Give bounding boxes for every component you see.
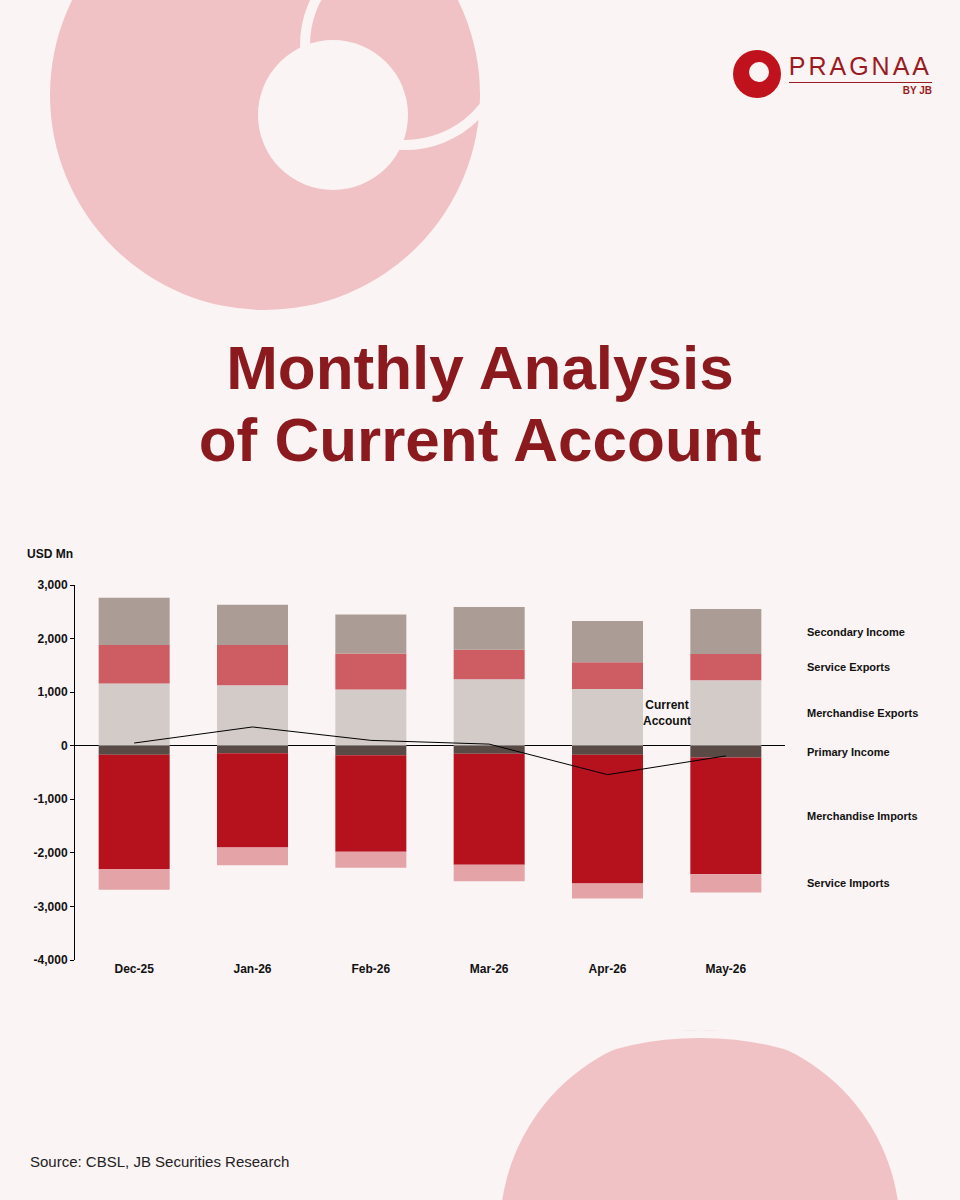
- svg-text:Service Imports: Service Imports: [807, 877, 890, 889]
- svg-text:Service Exports: Service Exports: [807, 661, 890, 673]
- svg-text:May-26: May-26: [705, 962, 746, 976]
- svg-text:-2,000: -2,000: [34, 846, 68, 860]
- svg-text:CurrentAccount: CurrentAccount: [643, 698, 691, 728]
- svg-text:Mar-26: Mar-26: [470, 962, 509, 976]
- svg-text:Merchandise Exports: Merchandise Exports: [807, 707, 918, 719]
- svg-text:0: 0: [61, 739, 68, 753]
- svg-text:Primary Income: Primary Income: [807, 746, 890, 758]
- html-text:Monthly Analysis of Current Ac: Monthly Analysis of Current Account: [198, 333, 762, 474]
- svg-text:Jan-26: Jan-26: [233, 962, 271, 976]
- html-text:Source: CBSL, JB Securities Re: Source: CBSL, JB Securities Research: [30, 1153, 290, 1170]
- svg-text:1,000: 1,000: [38, 685, 68, 699]
- svg-text:Feb-26: Feb-26: [351, 962, 390, 976]
- svg-text:Apr-26: Apr-26: [588, 962, 626, 976]
- svg-text:Dec-25: Dec-25: [114, 962, 154, 976]
- html-text:BY JB: BY JB: [902, 85, 932, 96]
- svg-text:-4,000: -4,000: [34, 953, 68, 967]
- svg-text:USD Mn: USD Mn: [27, 547, 73, 561]
- svg-text:-3,000: -3,000: [34, 900, 68, 914]
- svg-text:Merchandise Imports: Merchandise Imports: [807, 810, 918, 822]
- svg-text:3,000: 3,000: [38, 578, 68, 592]
- svg-text:2,000: 2,000: [38, 632, 68, 646]
- svg-text:-1,000: -1,000: [34, 792, 68, 806]
- html-text:PRAGNAA: PRAGNAA: [788, 52, 932, 80]
- svg-text:Secondary Income: Secondary Income: [807, 626, 905, 638]
